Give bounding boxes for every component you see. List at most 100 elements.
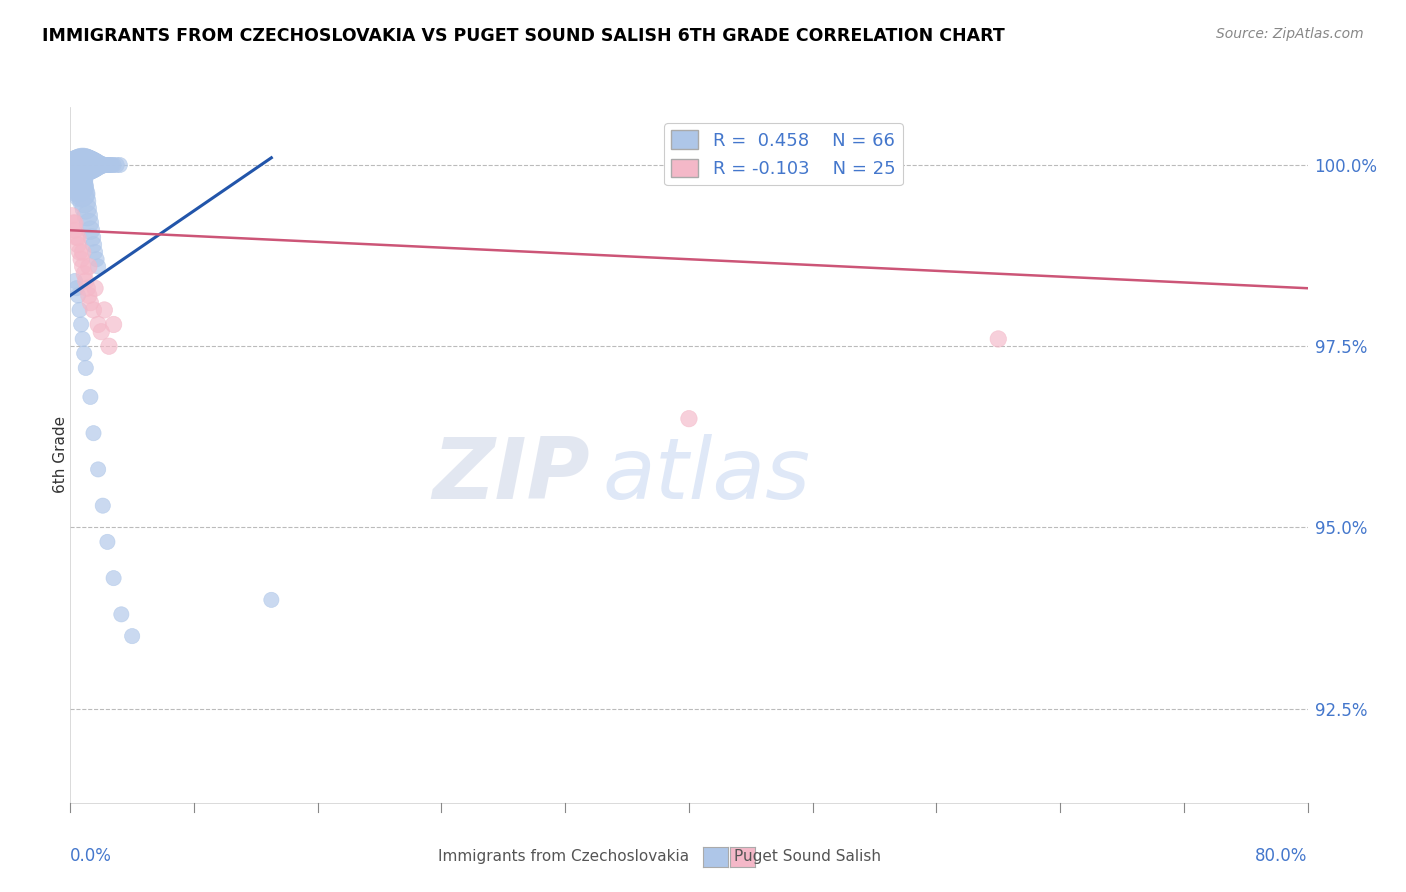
Point bbox=[82, 303, 105, 318]
Point bbox=[90, 325, 112, 339]
Point bbox=[75, 202, 97, 216]
Point bbox=[103, 158, 125, 172]
Point bbox=[62, 216, 84, 230]
Text: ZIP: ZIP bbox=[432, 434, 591, 517]
Point bbox=[72, 158, 94, 172]
Point bbox=[70, 252, 93, 267]
Point bbox=[79, 295, 101, 310]
Point bbox=[87, 158, 110, 172]
Point bbox=[70, 318, 93, 332]
Text: 80.0%: 80.0% bbox=[1256, 847, 1308, 865]
Point bbox=[79, 390, 101, 404]
Point bbox=[77, 288, 100, 302]
Point bbox=[73, 267, 96, 281]
Point bbox=[76, 158, 98, 172]
Point bbox=[100, 158, 122, 172]
Point bbox=[121, 629, 143, 643]
Point bbox=[80, 230, 103, 244]
Point bbox=[67, 158, 90, 172]
Point bbox=[60, 209, 83, 223]
Point bbox=[93, 303, 115, 318]
Point bbox=[69, 158, 91, 172]
Point bbox=[73, 194, 96, 209]
Point bbox=[75, 158, 97, 172]
Point bbox=[72, 332, 94, 346]
Point bbox=[67, 237, 90, 252]
Point bbox=[77, 158, 100, 172]
Point bbox=[86, 158, 108, 172]
Point bbox=[65, 158, 87, 172]
Point bbox=[63, 172, 86, 186]
Point bbox=[101, 158, 124, 172]
Point bbox=[86, 252, 108, 267]
Point bbox=[82, 158, 105, 172]
Point bbox=[91, 158, 114, 172]
Point bbox=[69, 303, 91, 318]
Point bbox=[65, 172, 87, 186]
Point bbox=[82, 426, 105, 441]
Point bbox=[63, 216, 86, 230]
Point bbox=[110, 607, 132, 622]
Point bbox=[79, 223, 101, 237]
Text: Immigrants from Czechoslovakia: Immigrants from Czechoslovakia bbox=[437, 849, 689, 863]
Point bbox=[63, 223, 86, 237]
Text: IMMIGRANTS FROM CZECHOSLOVAKIA VS PUGET SOUND SALISH 6TH GRADE CORRELATION CHART: IMMIGRANTS FROM CZECHOSLOVAKIA VS PUGET … bbox=[42, 27, 1005, 45]
Point bbox=[105, 158, 128, 172]
Point bbox=[62, 158, 84, 172]
Point bbox=[73, 158, 96, 172]
Point bbox=[72, 187, 94, 202]
Point bbox=[94, 158, 117, 172]
Point bbox=[98, 158, 121, 172]
Point bbox=[65, 281, 87, 295]
Point bbox=[70, 187, 93, 202]
Text: atlas: atlas bbox=[602, 434, 810, 517]
Text: Puget Sound Salish: Puget Sound Salish bbox=[734, 849, 882, 863]
Point bbox=[79, 158, 101, 172]
Point bbox=[87, 318, 110, 332]
Legend: R =  0.458    N = 66, R = -0.103    N = 25: R = 0.458 N = 66, R = -0.103 N = 25 bbox=[664, 123, 903, 186]
Point bbox=[678, 411, 700, 425]
Point bbox=[60, 165, 83, 179]
Point bbox=[63, 158, 86, 172]
Point bbox=[987, 332, 1010, 346]
Point bbox=[84, 245, 107, 260]
Point bbox=[69, 179, 91, 194]
Point bbox=[70, 158, 93, 172]
Point bbox=[77, 216, 100, 230]
Point bbox=[96, 535, 118, 549]
Point bbox=[73, 346, 96, 360]
Point bbox=[96, 158, 118, 172]
Point bbox=[72, 245, 94, 260]
Point bbox=[75, 274, 97, 288]
Point bbox=[67, 230, 90, 244]
Point bbox=[87, 462, 110, 476]
Point bbox=[76, 209, 98, 223]
Point bbox=[63, 274, 86, 288]
Point bbox=[72, 260, 94, 274]
Point bbox=[75, 361, 97, 376]
Point bbox=[103, 571, 125, 585]
Point bbox=[76, 281, 98, 295]
Point bbox=[87, 260, 110, 274]
Point bbox=[260, 593, 283, 607]
Point bbox=[67, 288, 90, 302]
Point bbox=[93, 158, 115, 172]
Point bbox=[77, 260, 100, 274]
Point bbox=[80, 158, 103, 172]
Point bbox=[89, 158, 111, 172]
Point bbox=[98, 339, 121, 353]
Point bbox=[90, 158, 112, 172]
Point bbox=[67, 179, 90, 194]
Point bbox=[84, 158, 107, 172]
Point bbox=[69, 245, 91, 260]
Point bbox=[91, 499, 114, 513]
Text: Source: ZipAtlas.com: Source: ZipAtlas.com bbox=[1216, 27, 1364, 41]
Point bbox=[82, 237, 105, 252]
Text: 0.0%: 0.0% bbox=[70, 847, 112, 865]
Point bbox=[65, 230, 87, 244]
Y-axis label: 6th Grade: 6th Grade bbox=[52, 417, 67, 493]
Point bbox=[108, 158, 131, 172]
Point bbox=[84, 281, 107, 295]
Point bbox=[103, 318, 125, 332]
Point bbox=[62, 165, 84, 179]
